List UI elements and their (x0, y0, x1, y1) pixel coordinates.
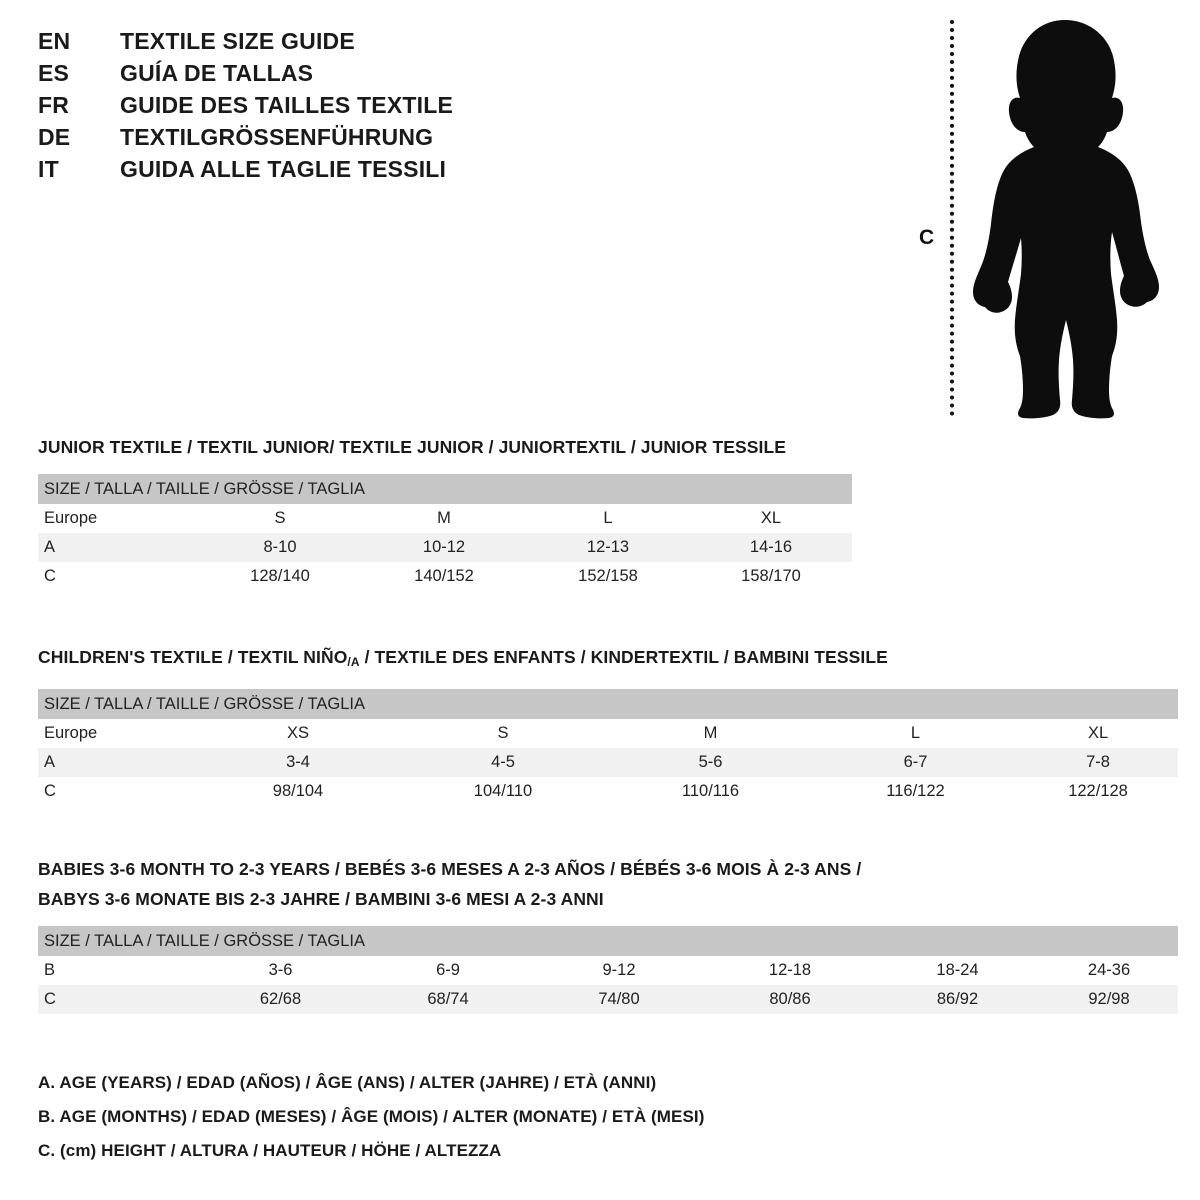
section-title-children-post: / TEXTILE DES ENFANTS / KINDERTEXTIL / B… (359, 647, 888, 667)
table-cell: 122/128 (1018, 777, 1179, 806)
section-title-babies-line1: BABIES 3-6 MONTH TO 2-3 YEARS / BEBÉS 3-… (38, 859, 862, 879)
table-cell: XL (1018, 719, 1179, 748)
table-cell: 6-9 (363, 956, 533, 985)
section-title-junior: JUNIOR TEXTILE / TEXTIL JUNIOR/ TEXTILE … (38, 437, 787, 457)
table-cell: 158/170 (690, 562, 853, 591)
table-row: Europe XS S M L XL (38, 719, 1179, 748)
language-row-fr: FR GUIDE DES TAILLES TEXTILE (38, 92, 538, 124)
section-junior: JUNIOR TEXTILE / TEXTIL JUNIOR/ TEXTILE … (38, 432, 853, 591)
table-cell: XL (690, 504, 853, 533)
language-row-en: EN TEXTILE SIZE GUIDE (38, 28, 538, 60)
table-cell: 116/122 (813, 777, 1018, 806)
table-cell: 18-24 (875, 956, 1040, 985)
table-cell: 5-6 (608, 748, 813, 777)
table-cell: 4-5 (398, 748, 608, 777)
row-header: C (38, 777, 198, 806)
row-header: A (38, 748, 198, 777)
table-cell: 128/140 (198, 562, 362, 591)
language-code-fr: FR (38, 92, 70, 118)
language-code-es: ES (38, 60, 70, 86)
table-cell: 68/74 (363, 985, 533, 1014)
table-band-row: SIZE / TALLA / TAILLE / GRÖSSE / TAGLIA (38, 689, 1179, 719)
table-cell: XS (198, 719, 398, 748)
table-row: A 8-10 10-12 12-13 14-16 (38, 533, 853, 562)
child-silhouette-icon (973, 20, 1159, 419)
language-title-de: TEXTILGRÖSSENFÜHRUNG (120, 124, 434, 150)
legend-line-a: A. AGE (YEARS) / EDAD (AÑOS) / ÂGE (ANS)… (38, 1073, 657, 1092)
table-cell: L (526, 504, 690, 533)
table-cell: 3-6 (198, 956, 363, 985)
section-title-children-sub: /A (347, 655, 360, 669)
language-header-block: EN TEXTILE SIZE GUIDE ES GUÍA DE TALLAS … (38, 28, 538, 188)
table-cell: S (398, 719, 608, 748)
table-cell: 8-10 (198, 533, 362, 562)
table-cell: S (198, 504, 362, 533)
language-row-es: ES GUÍA DE TALLAS (38, 60, 538, 92)
children-size-table: SIZE / TALLA / TAILLE / GRÖSSE / TAGLIA … (38, 689, 1179, 806)
table-cell: 92/98 (1040, 985, 1179, 1014)
row-header: C (38, 985, 198, 1014)
row-header: C (38, 562, 198, 591)
language-row-de: DE TEXTILGRÖSSENFÜHRUNG (38, 124, 538, 156)
table-row: C 62/68 68/74 74/80 80/86 86/92 92/98 (38, 985, 1179, 1014)
language-code-it: IT (38, 156, 59, 182)
table-row: Europe S M L XL (38, 504, 853, 533)
table-cell: 9-12 (533, 956, 705, 985)
table-cell: 74/80 (533, 985, 705, 1014)
table-cell: 98/104 (198, 777, 398, 806)
row-header: Europe (38, 719, 198, 748)
table-row: C 128/140 140/152 152/158 158/170 (38, 562, 853, 591)
table-cell: 110/116 (608, 777, 813, 806)
table-cell: 140/152 (362, 562, 526, 591)
table-cell: 24-36 (1040, 956, 1179, 985)
height-illustration: C (905, 12, 1180, 422)
table-cell: 152/158 (526, 562, 690, 591)
table-cell: 62/68 (198, 985, 363, 1014)
table-cell: 104/110 (398, 777, 608, 806)
legend-line-b: B. AGE (MONTHS) / EDAD (MESES) / ÂGE (MO… (38, 1107, 705, 1126)
table-band-row: SIZE / TALLA / TAILLE / GRÖSSE / TAGLIA (38, 926, 1179, 956)
table-cell: M (608, 719, 813, 748)
language-code-de: DE (38, 124, 71, 150)
section-title-children: CHILDREN'S TEXTILE / TEXTIL NIÑO/A / TEX… (38, 642, 1178, 677)
table-band-row: SIZE / TALLA / TAILLE / GRÖSSE / TAGLIA (38, 474, 853, 504)
table-cell: M (362, 504, 526, 533)
table-cell: 12-13 (526, 533, 690, 562)
language-title-en: TEXTILE SIZE GUIDE (120, 28, 355, 54)
row-header: A (38, 533, 198, 562)
section-title-babies-line2: BABYS 3-6 MONATE BIS 2-3 JAHRE / BAMBINI… (38, 889, 604, 909)
language-code-en: EN (38, 28, 71, 54)
children-band-label: SIZE / TALLA / TAILLE / GRÖSSE / TAGLIA (38, 689, 1179, 719)
language-title-fr: GUIDE DES TAILLES TEXTILE (120, 92, 453, 118)
junior-size-table: SIZE / TALLA / TAILLE / GRÖSSE / TAGLIA … (38, 474, 853, 591)
row-header: B (38, 956, 198, 985)
section-title-children-pre: CHILDREN'S TEXTILE / TEXTIL NIÑO (38, 647, 348, 667)
table-cell: 6-7 (813, 748, 1018, 777)
height-marker-label: C (919, 226, 935, 249)
table-row: C 98/104 104/110 110/116 116/122 122/128 (38, 777, 1179, 806)
section-babies: BABIES 3-6 MONTH TO 2-3 YEARS / BEBÉS 3-… (38, 854, 1179, 1014)
language-row-it: IT GUIDA ALLE TAGLIE TESSILI (38, 156, 538, 188)
table-row: B 3-6 6-9 9-12 12-18 18-24 24-36 (38, 956, 1179, 985)
language-title-it: GUIDA ALLE TAGLIE TESSILI (120, 156, 447, 182)
section-children: CHILDREN'S TEXTILE / TEXTIL NIÑO/A / TEX… (38, 642, 1179, 806)
babies-band-label: SIZE / TALLA / TAILLE / GRÖSSE / TAGLIA (38, 926, 1179, 956)
table-cell: 12-18 (705, 956, 875, 985)
table-cell: 14-16 (690, 533, 853, 562)
row-header: Europe (38, 504, 198, 533)
table-cell: 7-8 (1018, 748, 1179, 777)
table-cell: 80/86 (705, 985, 875, 1014)
legend-line-c: C. (cm) HEIGHT / ALTURA / HAUTEUR / HÖHE… (38, 1141, 502, 1160)
junior-band-label: SIZE / TALLA / TAILLE / GRÖSSE / TAGLIA (38, 474, 853, 504)
table-cell: 3-4 (198, 748, 398, 777)
table-row: A 3-4 4-5 5-6 6-7 7-8 (38, 748, 1179, 777)
table-cell: 10-12 (362, 533, 526, 562)
babies-size-table: SIZE / TALLA / TAILLE / GRÖSSE / TAGLIA … (38, 926, 1179, 1014)
height-dashed-line (950, 20, 954, 416)
table-cell: 86/92 (875, 985, 1040, 1014)
language-title-es: GUÍA DE TALLAS (120, 60, 314, 86)
legend-block: A. AGE (YEARS) / EDAD (AÑOS) / ÂGE (ANS)… (38, 1066, 938, 1168)
table-cell: L (813, 719, 1018, 748)
